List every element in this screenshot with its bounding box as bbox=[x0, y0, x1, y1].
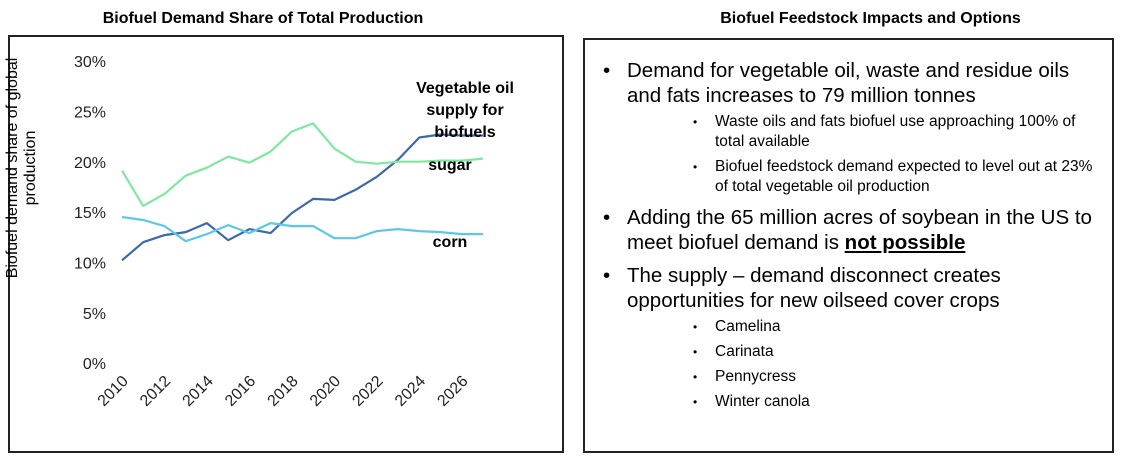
sub-list: Camelina Carinata Pennycress Winter canola bbox=[627, 317, 1094, 412]
bullet-text: Demand for vegetable oil, waste and resi… bbox=[627, 59, 1070, 107]
x-tick-label: 2014 bbox=[180, 373, 217, 410]
y-tick-label: 0% bbox=[83, 356, 106, 373]
x-tick-label: 2010 bbox=[95, 373, 132, 410]
y-tick-label: 30% bbox=[74, 54, 106, 71]
x-tick-label: 2024 bbox=[392, 373, 429, 410]
bullet: Demand for vegetable oil, waste and resi… bbox=[585, 58, 1094, 197]
series-line bbox=[121, 215, 483, 243]
y-axis-label: Biofuel demand share of global productio… bbox=[4, 57, 39, 279]
bullet-text: The supply – demand disconnect creates o… bbox=[627, 264, 1001, 312]
panel-title: Biofuel Feedstock Impacts and Options bbox=[720, 10, 1021, 27]
sub-bullet: Carinata bbox=[627, 342, 1094, 362]
sub-bullet: Waste oils and fats biofuel use approach… bbox=[627, 112, 1094, 152]
series-line bbox=[121, 133, 483, 262]
sub-bullet: Camelina bbox=[627, 317, 1094, 337]
x-tick-label: 2026 bbox=[434, 373, 471, 410]
sub-bullet: Biofuel feedstock demand expected to lev… bbox=[627, 157, 1094, 197]
x-tick-label: 2018 bbox=[265, 373, 302, 410]
series-label: sugar bbox=[428, 157, 472, 174]
x-tick-label: 2020 bbox=[307, 373, 344, 410]
bullet: Adding the 65 million acres of soybean i… bbox=[585, 205, 1094, 255]
bullet-text: Adding the 65 million acres of soybean i… bbox=[627, 206, 1092, 254]
sub-list: Waste oils and fats biofuel use approach… bbox=[627, 112, 1094, 197]
y-tick-label: 5% bbox=[83, 306, 106, 323]
x-tick-label: 2022 bbox=[349, 373, 386, 410]
sub-bullet: Winter canola bbox=[627, 392, 1094, 412]
y-tick-label: 20% bbox=[74, 155, 106, 172]
sub-bullet: Pennycress bbox=[627, 367, 1094, 387]
y-tick-label: 25% bbox=[74, 105, 106, 122]
bullet: The supply – demand disconnect creates o… bbox=[585, 263, 1094, 412]
y-tick-label: 10% bbox=[74, 256, 106, 273]
bullet-list: Demand for vegetable oil, waste and resi… bbox=[585, 58, 1094, 412]
x-tick-label: 2012 bbox=[137, 373, 174, 410]
series-label: corn bbox=[432, 234, 468, 251]
panel: Demand for vegetable oil, waste and resi… bbox=[583, 38, 1114, 453]
chart-frame bbox=[8, 35, 564, 453]
chart-title: Biofuel Demand Share of Total Production bbox=[102, 10, 424, 27]
x-tick-label: 2016 bbox=[222, 373, 259, 410]
y-tick-label: 15% bbox=[74, 205, 106, 222]
series-label: Vegetable oil supply for biofuels bbox=[416, 80, 514, 141]
series-line bbox=[121, 122, 484, 207]
bullet-emphasis: not possible bbox=[844, 231, 966, 254]
